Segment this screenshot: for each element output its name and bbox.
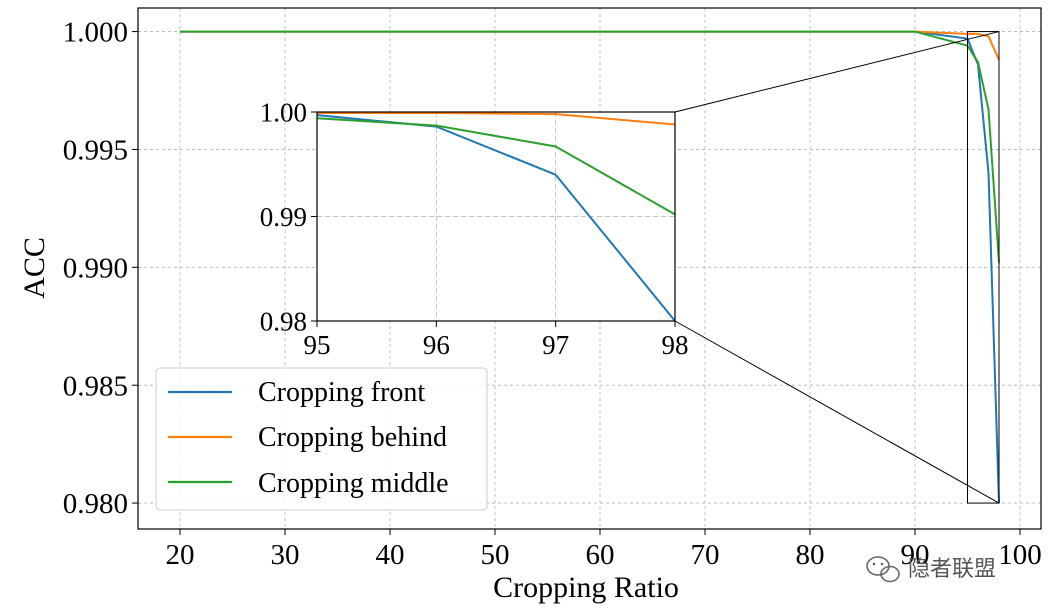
main-x-axis: 20 30 40 50 60 70 80 90 100 [166,529,1042,571]
zoom-connector-top [674,31,1000,113]
inset-line-series-0 [317,114,675,321]
inset-y-tick-label: 0.99 [260,202,307,232]
inset-x-tick-label: 96 [423,330,450,360]
main-line-cropping-middle [180,30,1000,263]
watermark-text: 隐者联盟 [908,557,996,582]
legend-label-cropping-front: Cropping front [258,377,425,408]
main-x-tick-label: 80 [796,539,825,571]
inset-y-axis: 0.98 0.99 1.00 [260,97,317,336]
main-series-lines [180,30,1000,504]
main-line-cropping-behind [180,30,1000,61]
legend-item-cropping-middle: Cropping middle [168,468,449,499]
inset-y-tick-label: 1.00 [260,97,307,127]
legend: Cropping front Cropping behind Cropping … [155,367,488,511]
legend-label-cropping-middle: Cropping middle [258,468,449,499]
main-x-tick-label: 60 [586,539,615,571]
main-y-tick-label: 1.000 [63,17,128,49]
legend-item-cropping-behind: Cropping behind [168,422,447,453]
main-x-tick-label: 100 [998,539,1042,571]
inset-x-tick-label: 98 [662,330,689,360]
legend-item-cropping-front: Cropping front [168,377,425,408]
y-axis-title: ACC [18,237,51,299]
main-x-tick-label: 40 [376,539,405,571]
main-x-tick-label: 70 [691,539,720,571]
main-x-tick-label: 30 [271,539,300,571]
watermark: 隐者联盟 [866,556,996,583]
inset-series-lines [317,112,675,321]
inset-x-tick-label: 95 [304,330,331,360]
legend-box [155,367,488,511]
main-y-tick-label: 0.990 [63,252,128,284]
main-x-tick-label: 20 [166,539,195,571]
main-x-tick-label: 50 [481,539,510,571]
inset-y-tick-label: 0.98 [260,306,307,336]
inset-line-series-1 [317,112,675,126]
main-y-tick-label: 0.985 [63,370,128,402]
main-y-tick-label: 0.980 [63,488,128,520]
inset-x-axis: 95 96 97 98 [304,321,689,360]
main-x-tick-label: 90 [901,539,930,571]
wechat-icon [866,556,900,583]
zoom-connector-bottom [674,320,1000,504]
main-y-axis: 0.980 0.985 0.990 0.995 1.000 [63,17,138,520]
zoom-indicator [674,31,1000,504]
main-y-tick-label: 0.995 [63,135,128,167]
inset-line-series-2 [317,117,675,216]
zoom-region-box [967,31,1000,504]
x-axis-title: Cropping Ratio [493,571,679,604]
main-plot-frame [137,7,1042,530]
legend-label-cropping-behind: Cropping behind [258,422,447,453]
inset-x-tick-label: 97 [542,330,569,360]
